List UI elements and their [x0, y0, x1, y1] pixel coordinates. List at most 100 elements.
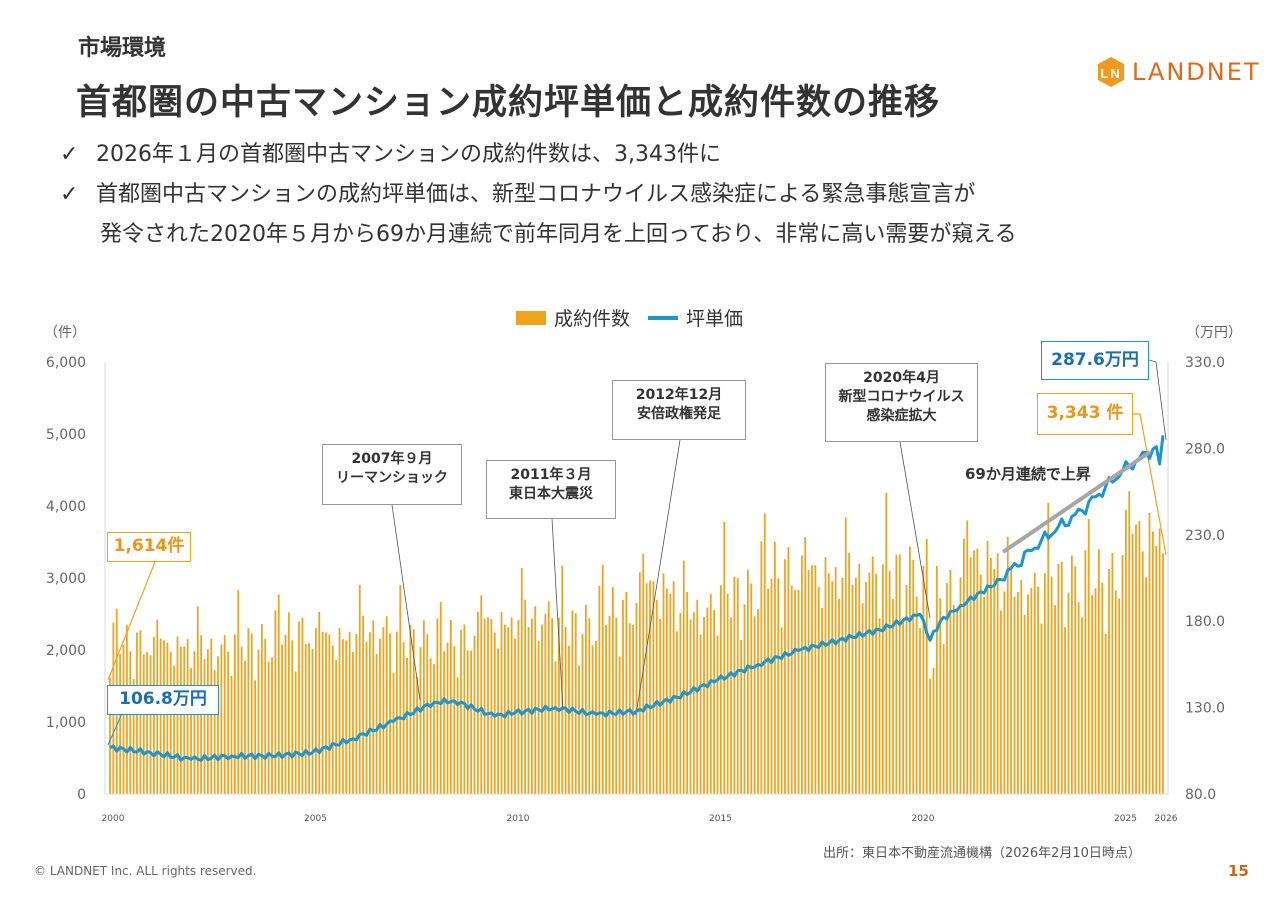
source-note: 出所：東日本不動産流通機構（2026年2月10日時点）	[823, 846, 1141, 861]
count-bar	[949, 569, 952, 794]
count-bar	[834, 567, 837, 794]
count-bar	[784, 559, 786, 794]
count-bar	[254, 680, 257, 794]
count-bar	[493, 632, 496, 794]
count-bar	[1037, 586, 1040, 794]
count-bar	[206, 649, 209, 794]
logo-text: LANDNET	[1132, 58, 1261, 86]
count-bar	[426, 634, 429, 794]
count-bar	[1148, 513, 1151, 794]
right-tick-label: 330.0	[1185, 355, 1225, 371]
callout-line-end-price	[1148, 359, 1167, 441]
count-bar	[959, 577, 962, 794]
count-bar	[871, 556, 874, 794]
count-bar	[986, 540, 989, 794]
count-bar	[149, 655, 152, 794]
count-bar	[1013, 596, 1016, 794]
count-bar	[335, 659, 338, 794]
count-bar	[325, 632, 327, 794]
count-bar	[645, 583, 648, 794]
count-bar	[979, 574, 982, 794]
count-bar	[942, 644, 945, 794]
annotation-quake: 2011年３月 東日本大震災	[486, 460, 616, 519]
left-tick-label: 3,000	[46, 571, 86, 587]
callout-line-abe	[635, 439, 681, 716]
count-bar	[1162, 553, 1164, 794]
count-bar	[895, 554, 898, 794]
count-bar	[365, 641, 368, 794]
count-bar	[709, 594, 712, 794]
annotation-lehman: 2007年９月 リーマンショック	[322, 444, 462, 505]
count-bar	[183, 646, 186, 794]
annotation-text: 東日本大震災	[509, 486, 593, 502]
count-bar	[277, 594, 280, 794]
count-bar	[1043, 573, 1046, 794]
count-bar	[807, 570, 810, 794]
count-bar	[763, 513, 766, 794]
right-tick-label: 230.0	[1185, 528, 1225, 544]
count-bar	[996, 553, 999, 794]
count-bar	[385, 616, 388, 794]
count-bar	[1141, 551, 1144, 794]
callout-line-start-count	[107, 561, 156, 681]
count-bar	[355, 634, 358, 794]
count-bar	[719, 585, 722, 794]
count-bar	[905, 585, 908, 794]
count-bar	[878, 618, 881, 794]
count-bar	[1108, 569, 1110, 794]
count-bar	[352, 651, 354, 794]
count-bar	[345, 640, 348, 794]
count-bar	[1155, 546, 1158, 794]
count-bar	[274, 610, 277, 794]
x-tick-label: 2005	[304, 814, 327, 824]
count-bar	[260, 623, 263, 794]
count-bar	[699, 634, 702, 794]
count-bar	[1000, 610, 1002, 794]
count-bar	[831, 581, 834, 794]
count-bar	[291, 640, 294, 794]
count-bar	[696, 599, 699, 794]
count-bar	[902, 622, 905, 794]
count-bar	[881, 564, 884, 794]
count-bar	[1097, 549, 1100, 794]
bullet-text: 2026年１月の首都圏中古マンションの成約件数は、3,343件に	[96, 142, 721, 167]
count-bar	[152, 636, 155, 794]
check-icon: ✓	[60, 142, 79, 167]
left-tick-label: 4,000	[46, 499, 86, 515]
count-bar	[503, 624, 506, 794]
count-bar	[267, 661, 270, 794]
count-bar	[301, 617, 304, 794]
count-bar	[1006, 536, 1009, 794]
count-bar	[227, 651, 230, 794]
count-bar	[473, 635, 476, 794]
x-tick-label: 2026	[1155, 814, 1178, 824]
count-bar	[406, 657, 408, 794]
count-bar	[655, 599, 658, 794]
count-bar	[237, 590, 240, 794]
count-bar	[1118, 598, 1121, 794]
count-bar	[520, 568, 523, 794]
count-bar	[514, 638, 516, 794]
count-bar	[547, 601, 550, 794]
count-bar	[885, 492, 888, 794]
bullet-1: ✓ 2026年１月の首都圏中古マンションの成約件数は、3,343件に	[60, 136, 721, 168]
legend-line-swatch	[648, 315, 679, 320]
count-bar	[1050, 576, 1053, 794]
count-bar	[186, 639, 189, 794]
count-bar	[848, 552, 851, 794]
count-bar	[1124, 509, 1127, 794]
count-bar	[605, 624, 608, 794]
annotation-text: 感染症拡大	[866, 408, 937, 424]
count-bar	[611, 587, 614, 794]
count-bar	[777, 578, 780, 794]
count-bar	[173, 665, 176, 794]
count-bar	[713, 610, 716, 794]
count-bar	[163, 640, 165, 794]
count-bar	[129, 651, 132, 794]
chart-legend: 成約件数 坪単価	[516, 304, 743, 331]
bullet-2-cont: 発令された2020年５月から69か月連続で前年同月を上回っており、非常に高い需要…	[100, 222, 1017, 247]
count-bar	[456, 677, 459, 794]
count-bar	[328, 634, 331, 794]
left-tick-label: 2,000	[46, 643, 86, 659]
count-bar	[470, 650, 473, 794]
